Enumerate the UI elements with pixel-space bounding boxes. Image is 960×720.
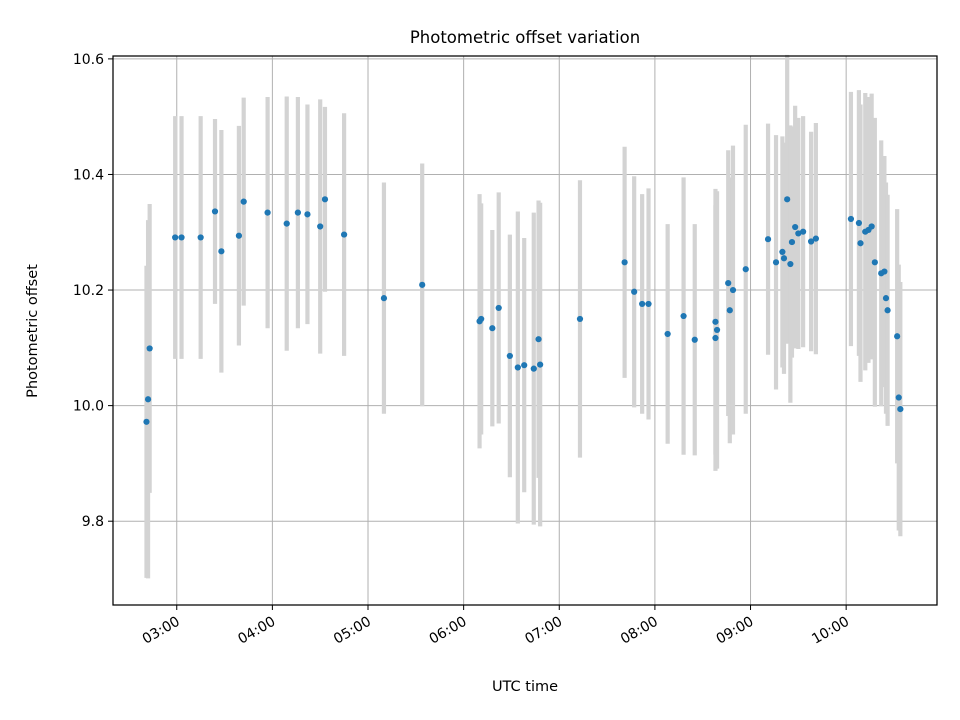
data-point (712, 334, 719, 342)
y-tick-label: 10.4 (73, 167, 104, 183)
data-point (317, 223, 324, 230)
data-point (897, 405, 904, 413)
data-point (419, 281, 426, 288)
y-tick-label: 10.0 (73, 399, 104, 415)
data-point (521, 362, 528, 369)
data-point (779, 248, 786, 256)
data-point (894, 333, 901, 340)
data-point (535, 336, 542, 343)
data-point (530, 365, 537, 372)
data-point (172, 234, 179, 241)
data-point (792, 223, 799, 231)
data-point (807, 238, 815, 245)
data-points (143, 196, 904, 425)
data-point (178, 234, 185, 241)
data-point (712, 318, 719, 325)
data-point (895, 394, 902, 401)
y-axis-label: Photometric offset (25, 264, 41, 398)
data-point (787, 260, 794, 268)
data-point (784, 196, 791, 203)
data-point (537, 361, 544, 368)
data-point (857, 240, 864, 247)
data-point (855, 219, 863, 227)
data-point (143, 418, 150, 425)
data-point (680, 312, 687, 320)
data-point (489, 325, 496, 332)
data-point (321, 196, 329, 203)
data-point (197, 234, 204, 241)
data-point (514, 364, 521, 371)
data-point (742, 266, 749, 273)
data-point (884, 307, 891, 314)
data-point (780, 255, 788, 262)
data-point (621, 259, 628, 266)
data-point (146, 345, 153, 352)
data-point (772, 259, 780, 266)
data-point (294, 209, 301, 216)
data-point (795, 230, 802, 237)
data-point (380, 295, 388, 302)
y-axis-ticks: 9.8 10.0 10.2 10.4 10.6 (73, 52, 113, 530)
chart-title: Photometric offset variation (410, 28, 640, 47)
data-point (495, 304, 502, 312)
data-point (729, 286, 737, 294)
data-point (478, 315, 485, 323)
data-point (218, 248, 225, 255)
data-point (631, 288, 638, 295)
data-point (144, 396, 152, 403)
data-point (871, 259, 878, 266)
data-point (868, 223, 875, 230)
data-point (764, 236, 772, 243)
plot-frame (112, 55, 938, 606)
data-point (664, 330, 671, 338)
data-point (800, 228, 807, 235)
data-point (240, 198, 247, 205)
y-tick-label: 10.2 (73, 283, 104, 299)
data-point (639, 300, 646, 308)
data-point (576, 315, 584, 323)
data-point (691, 336, 698, 343)
data-point (725, 280, 732, 287)
data-point (341, 231, 348, 238)
data-point (788, 238, 796, 246)
y-tick-label: 10.6 (73, 52, 104, 68)
data-point (881, 268, 888, 275)
data-point (264, 209, 271, 216)
data-point (645, 300, 652, 308)
data-point (506, 352, 513, 360)
data-point (713, 326, 721, 334)
y-tick-label: 9.8 (82, 514, 104, 530)
data-point (882, 295, 890, 302)
data-point (847, 215, 855, 223)
data-point (726, 307, 733, 314)
data-point (235, 232, 243, 239)
x-axis-label: UTC time (492, 679, 558, 695)
data-point (304, 211, 311, 218)
data-point (211, 208, 219, 215)
data-point (283, 220, 290, 227)
data-point (812, 235, 819, 242)
